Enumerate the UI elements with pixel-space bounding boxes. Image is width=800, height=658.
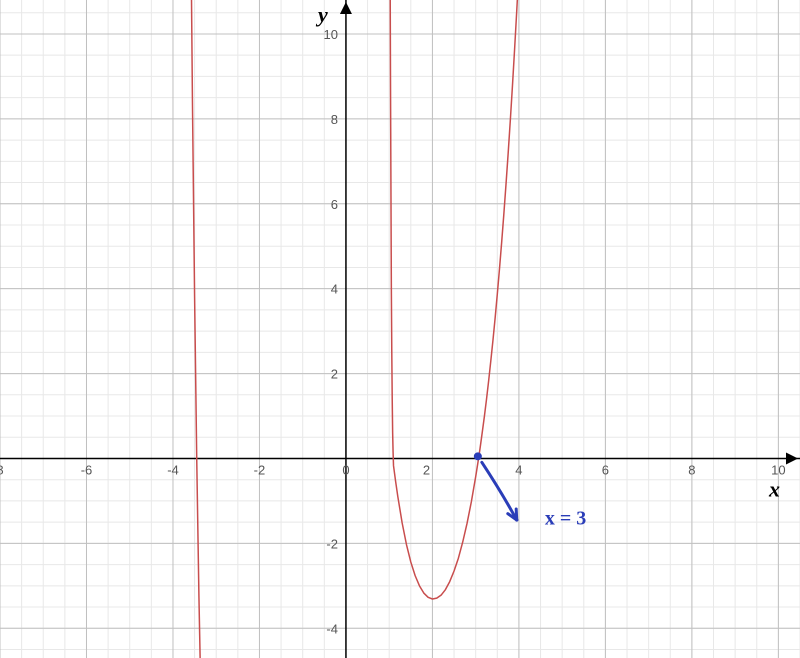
x-tick-label: -4 (167, 462, 179, 477)
y-tick-label: 10 (323, 27, 337, 42)
y-tick-label: 2 (331, 367, 338, 382)
y-tick-label: 6 (331, 197, 338, 212)
x-tick-label: 2 (423, 462, 430, 477)
y-tick-label: 4 (331, 282, 338, 297)
y-tick-label: -4 (326, 621, 338, 636)
y-tick-label: -2 (326, 536, 338, 551)
x-tick-label: 0 (342, 462, 349, 477)
y-tick-label: 8 (331, 112, 338, 127)
x-tick-label: 4 (515, 462, 522, 477)
annotation-text: x = 3 (545, 507, 586, 529)
chart-container: 8-6-4-20468102-4-2246810yxx = 3 (0, 0, 800, 658)
annotation-point (474, 452, 482, 460)
x-tick-label: -6 (81, 462, 93, 477)
x-tick-label: -2 (254, 462, 266, 477)
x-axis-label: x (768, 476, 780, 501)
x-tick-label: 8 (0, 462, 4, 477)
x-tick-label: 6 (602, 462, 609, 477)
x-tick-label: 8 (688, 462, 695, 477)
x-tick-label: 10 (771, 462, 785, 477)
chart-svg: 8-6-4-20468102-4-2246810yxx = 3 (0, 0, 800, 658)
